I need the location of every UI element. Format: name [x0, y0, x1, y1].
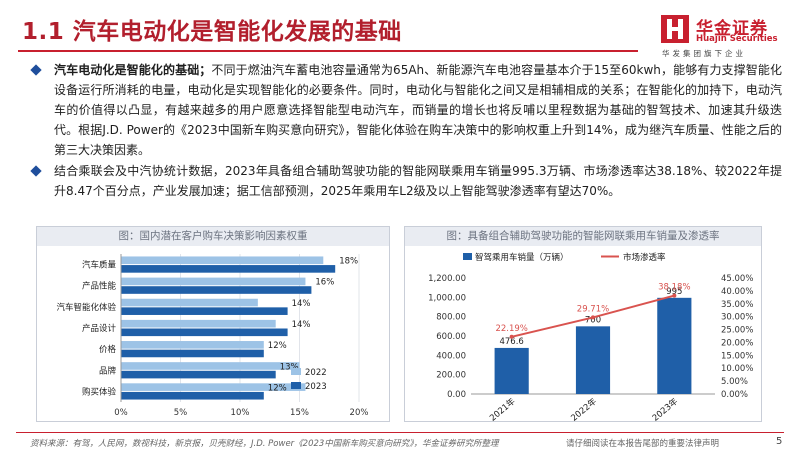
penetration-data-label: 29.71% [577, 304, 609, 314]
category-label: 汽车质量 [82, 260, 117, 271]
diamond-bullet-icon [30, 165, 42, 177]
legend-label: 2022 [305, 368, 327, 378]
bar-2023 [121, 349, 264, 358]
sales-bar [494, 347, 529, 394]
x-tick-label: 5% [174, 408, 188, 418]
category-label: 价格 [99, 344, 117, 355]
y-right-tick-label: 0.00% [721, 390, 748, 400]
data-label: 13% [280, 362, 299, 372]
data-label: 14% [292, 320, 311, 330]
bar-2023 [121, 370, 276, 379]
sales-bar [657, 297, 692, 394]
penetration-point [591, 315, 595, 320]
bar-2023 [121, 286, 312, 294]
logo-name-en: Huajin Securities [696, 34, 778, 44]
bar-2022 [121, 298, 258, 307]
bar-2022 [121, 383, 306, 391]
legend-swatch [291, 368, 301, 375]
data-label: 14% [292, 299, 311, 309]
chart-title-left: 图：国内潜在客户购车决策影响因素权重 [37, 227, 389, 246]
bar-2023 [121, 328, 288, 337]
legend-label: 2023 [305, 382, 327, 392]
y-right-tick-label: 10.00% [721, 364, 753, 374]
legend-label-sales: 智驾乘用车销量（万辆） [475, 252, 569, 263]
y-left-tick-label: 1,000.00 [428, 293, 466, 303]
category-label: 产品设计 [82, 323, 117, 334]
y-left-tick-label: 600.00 [436, 332, 466, 342]
bullet-text: 结合乘联会及中汽协统计数据，2023年具备组合辅助驾驶功能的智能网联乘用车销量9… [54, 164, 782, 198]
factor-weight-chart: 0% 5% 10% 15% 20% 汽车质量 18% 产品性能 16% 汽车智能化体验 14% 产品设… [56, 254, 369, 418]
diamond-bullet-icon [30, 64, 42, 76]
y-left-tick-label: 800.00 [436, 313, 466, 323]
category-label: 品牌 [99, 365, 117, 376]
sales-data-label: 476.6 [499, 337, 523, 347]
data-label: 12% [268, 383, 287, 393]
x-category-label: 2023年 [650, 396, 681, 421]
legend-swatch [291, 382, 301, 389]
x-category-label: 2022年 [569, 396, 600, 421]
x-tick-label: 0% [114, 408, 128, 418]
y-left-tick-label: 1,200.00 [428, 274, 466, 284]
legend-swatch-sales [463, 253, 472, 260]
bar-2022 [121, 319, 276, 328]
penetration-point [509, 334, 514, 339]
bullet-list: 汽车电动化是智能化的基础；不同于燃油汽车蓄电池容量通常为65Ah、新能源汽车电池… [30, 60, 782, 202]
title-divider [18, 50, 638, 52]
bar-2023 [121, 265, 336, 273]
bullet-item-1: 汽车电动化是智能化的基础；不同于燃油汽车蓄电池容量通常为65Ah、新能源汽车电池… [30, 60, 782, 160]
bullet-lead: 汽车电动化是智能化的基础； [54, 63, 212, 77]
sales-bar [575, 326, 611, 394]
category-label: 购买体验 [82, 386, 117, 397]
y-right-tick-label: 25.00% [721, 326, 753, 336]
source-note: 资料来源：有驾，人民网，数视科技，新京报，贝壳财经，J.D. Power《202… [30, 439, 499, 449]
y-left-tick-label: 200.00 [436, 371, 466, 381]
y-right-tick-label: 40.00% [721, 287, 753, 297]
sales-penetration-chart-panel: 图：具备组合辅助驾驶功能的智能网联乘用车销量及渗透率 0.00 200.00 400… [404, 226, 762, 422]
factor-weight-chart-panel: 图：国内潜在客户购车决策影响因素权重 0% 5% 10% 15% 20% 汽车质量 18% 产… [36, 226, 390, 422]
penetration-point [672, 293, 677, 298]
penetration-data-label: 38.18% [658, 283, 690, 293]
x-tick-label: 15% [290, 408, 309, 418]
bar-2023 [121, 391, 264, 400]
bar-2022 [121, 362, 300, 370]
chart-title-right: 图：具备组合辅助驾驶功能的智能网联乘用车销量及渗透率 [405, 227, 761, 246]
y-right-tick-label: 20.00% [721, 338, 753, 348]
sales-data-label: 995 [666, 287, 682, 297]
logo-name-cn: 华金证券 [696, 19, 768, 39]
sales-penetration-chart: 0.00 200.00 400.00 600.00 800.00 1,000.00 1,20… [428, 252, 753, 421]
page-number: 5 [776, 436, 783, 447]
bullet-text: 不同于燃油汽车蓄电池容量通常为65Ah、新能源汽车电池容量基本介于15至60kw… [54, 63, 782, 157]
bar-2022 [121, 277, 306, 286]
huajin-logo-icon [661, 15, 689, 43]
page-title: 1.1 汽车电动化是智能化发展的基础 [22, 19, 402, 45]
y-right-tick-label: 15.00% [721, 351, 753, 361]
sales-data-label: 700 [585, 315, 601, 325]
legend-label-penetration: 市场渗透率 [623, 252, 666, 263]
x-tick-label: 20% [350, 408, 369, 418]
bar-2023 [121, 307, 288, 315]
y-left-tick-label: 400.00 [436, 351, 466, 361]
data-label: 18% [339, 257, 358, 267]
data-label: 12% [268, 341, 287, 351]
bar-2022 [121, 341, 264, 349]
data-label: 16% [315, 278, 334, 288]
y-right-tick-label: 5.00% [721, 377, 748, 387]
x-tick-label: 10% [231, 408, 250, 418]
legal-notice: 请仔细阅读在本报告尾部的重要法律声明 [566, 439, 720, 449]
penetration-data-label: 22.19% [495, 324, 527, 334]
footer-divider [16, 432, 784, 433]
category-label: 产品性能 [82, 281, 117, 292]
x-category-label: 2021年 [487, 396, 518, 421]
y-right-tick-label: 35.00% [721, 300, 753, 310]
logo-tagline: 华发集团旗下企业 [662, 49, 746, 58]
category-label: 汽车智能化体验 [56, 302, 116, 313]
bar-2022 [121, 256, 324, 265]
y-left-tick-label: 0.00 [447, 390, 466, 400]
y-right-tick-label: 30.00% [721, 313, 753, 323]
y-right-tick-label: 45.00% [721, 274, 753, 284]
company-logo: 华金证券 Huajin Securities 华发集团旗下企业 [660, 12, 790, 58]
bullet-item-2: 结合乘联会及中汽协统计数据，2023年具备组合辅助驾驶功能的智能网联乘用车销量9… [30, 161, 782, 201]
